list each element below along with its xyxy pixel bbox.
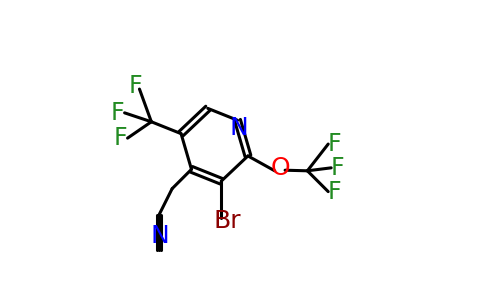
- Text: Br: Br: [213, 209, 241, 233]
- Text: F: F: [331, 156, 345, 180]
- Text: F: F: [328, 132, 342, 156]
- Text: F: F: [110, 101, 124, 125]
- Text: N: N: [229, 116, 248, 140]
- Text: F: F: [113, 126, 127, 150]
- Text: O: O: [270, 156, 290, 180]
- Text: F: F: [129, 74, 143, 98]
- Text: N: N: [151, 224, 169, 248]
- Text: F: F: [328, 180, 342, 204]
